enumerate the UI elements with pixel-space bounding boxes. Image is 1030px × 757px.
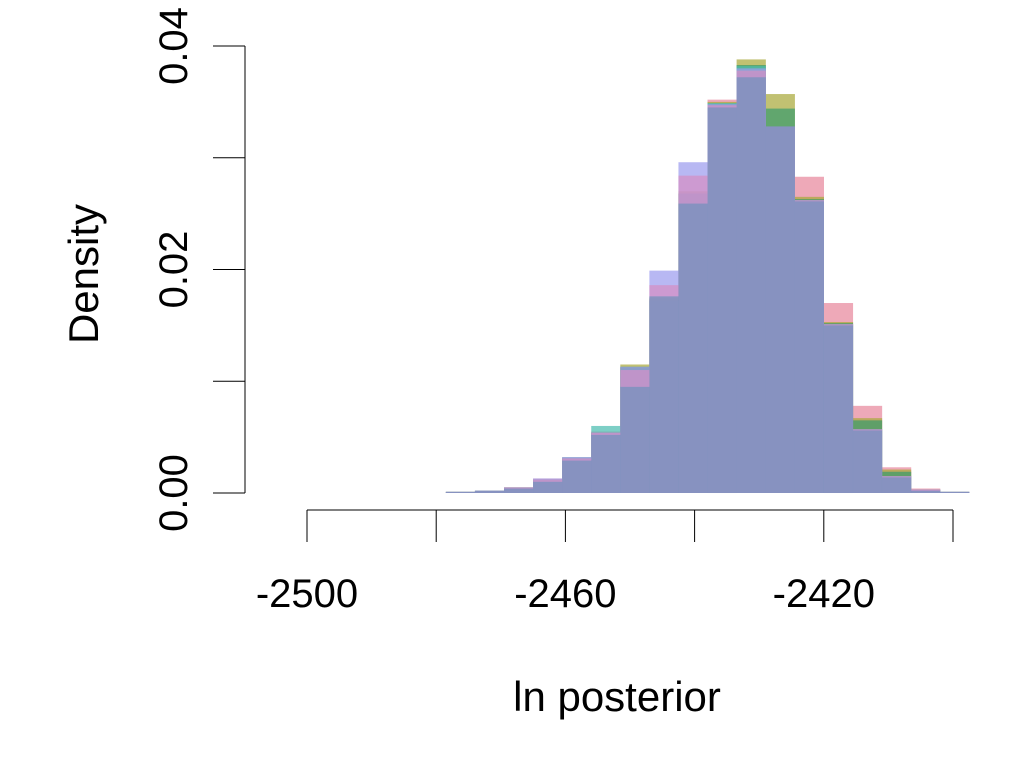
histogram-bar [649, 296, 679, 493]
histogram-bar [504, 488, 534, 493]
histogram-bar [940, 491, 970, 493]
histogram-bar [620, 386, 650, 493]
histogram-bar [911, 490, 941, 493]
x-tick-label: -2460 [514, 572, 616, 616]
plot-area [445, 59, 970, 494]
histogram-bar [823, 325, 854, 494]
x-tick-label: -2500 [256, 572, 358, 616]
y-tick-label: 0.02 [152, 231, 196, 309]
y-tick-label: 0.00 [152, 454, 196, 532]
histogram-series-7 [445, 77, 970, 494]
y-axis-title: Density [60, 204, 107, 344]
histogram-bar [445, 491, 476, 493]
histogram-bar [794, 201, 824, 493]
x-axis-title: ln posterior [513, 673, 721, 720]
histogram-bar [736, 77, 766, 493]
y-axis: 0.00 0.02 0.04 [152, 7, 246, 532]
histogram-bar [852, 430, 883, 493]
y-tick-label: 0.04 [152, 7, 196, 85]
histogram-bar [474, 490, 505, 493]
x-axis: -2500 -2460 -2420 [256, 509, 954, 616]
histogram-bar [881, 477, 912, 493]
x-tick-label: -2420 [773, 572, 875, 616]
histogram-bar [562, 460, 592, 493]
histogram-bar [591, 434, 621, 493]
histogram-bar [678, 203, 708, 493]
histogram-bar [765, 126, 795, 494]
histogram-bar [533, 481, 563, 493]
histogram-bar [707, 107, 737, 494]
